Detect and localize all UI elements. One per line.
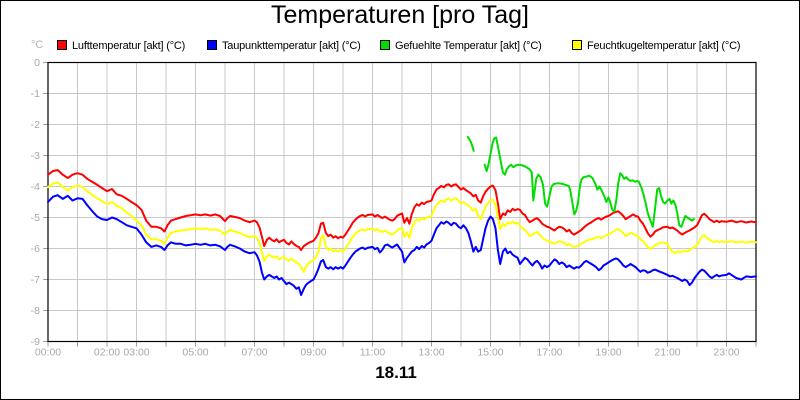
x-tick-label: 17:00 bbox=[536, 347, 562, 359]
y-tick-label: 0 bbox=[34, 57, 40, 69]
legend-item: Feuchtkugeltemperatur [akt] (°C) bbox=[572, 36, 741, 52]
y-tick-label: -3 bbox=[31, 150, 40, 162]
y-tick-label: -7 bbox=[31, 274, 40, 286]
series-line bbox=[47, 194, 757, 296]
x-tick-label: 13:00 bbox=[418, 347, 444, 359]
legend-swatch-icon bbox=[207, 40, 217, 50]
series-line bbox=[47, 181, 757, 273]
legend: Lufttemperatur [akt] (°C) Taupunkttempera… bbox=[0, 36, 800, 52]
series-line bbox=[466, 135, 475, 152]
x-tick-label: 09:00 bbox=[300, 347, 326, 359]
x-tick-label: 02:00 bbox=[94, 347, 120, 359]
series-line bbox=[483, 136, 695, 228]
date-label: 18.11 bbox=[375, 363, 417, 382]
y-tick-label: -1 bbox=[31, 88, 40, 100]
x-tick-label: 19:00 bbox=[595, 347, 621, 359]
y-tick-label: -5 bbox=[31, 212, 40, 224]
y-axis-unit-label: °C bbox=[31, 39, 44, 51]
legend-label: Lufttemperatur [akt] (°C) bbox=[72, 40, 186, 52]
legend-label: Gefuehlte Temperatur [akt] (°C) bbox=[395, 40, 542, 52]
x-tick-label: 23:00 bbox=[713, 347, 739, 359]
y-tick-label: -8 bbox=[31, 305, 40, 317]
y-tick-label: -6 bbox=[31, 243, 40, 255]
y-tick-label: -4 bbox=[31, 181, 40, 193]
legend-item: Lufttemperatur [akt] (°C) bbox=[57, 36, 186, 52]
legend-label: Feuchtkugeltemperatur [akt] (°C) bbox=[587, 40, 741, 52]
y-tick-label: -2 bbox=[31, 119, 40, 131]
x-tick-label: 05:00 bbox=[182, 347, 208, 359]
legend-item: Gefuehlte Temperatur [akt] (°C) bbox=[380, 36, 542, 52]
legend-swatch-icon bbox=[380, 40, 390, 50]
series-line bbox=[47, 169, 757, 251]
legend-swatch-icon bbox=[57, 40, 67, 50]
x-tick-label: 21:00 bbox=[654, 347, 680, 359]
x-tick-label: 07:00 bbox=[241, 347, 267, 359]
x-tick-label: 00:00 bbox=[35, 347, 61, 359]
y-tick-label: -9 bbox=[31, 336, 40, 348]
chart-title: Temperaturen [pro Tag] bbox=[270, 1, 530, 29]
legend-label: Taupunkttemperatur [akt] (°C) bbox=[222, 40, 361, 52]
x-tick-label: 15:00 bbox=[477, 347, 503, 359]
legend-item: Taupunkttemperatur [akt] (°C) bbox=[207, 36, 361, 52]
legend-swatch-icon bbox=[572, 40, 582, 50]
x-tick-label: 03:00 bbox=[123, 347, 149, 359]
x-tick-label: 11:00 bbox=[360, 347, 386, 359]
